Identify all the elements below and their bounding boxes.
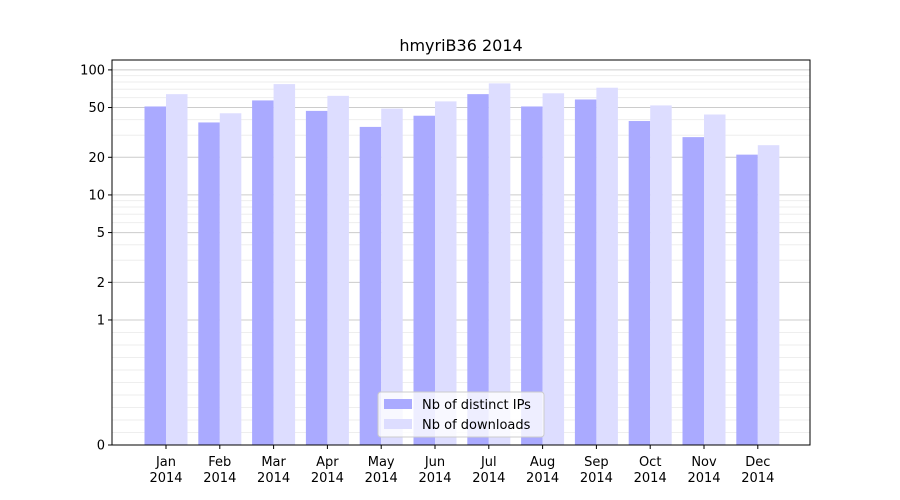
- bar-downloads: [596, 87, 618, 445]
- bar-ips: [305, 110, 328, 445]
- bar-ips: [467, 94, 489, 446]
- plot-frame: [111, 59, 811, 446]
- y-tick-label: 5: [97, 226, 105, 241]
- y-tick-label: 100: [80, 63, 105, 78]
- legend-box: [377, 391, 545, 438]
- chart-title: hmyriB36 2014: [399, 36, 522, 55]
- x-tick-label: Aug 2014: [526, 455, 559, 486]
- x-axis: Jan 2014 Feb 2014 Mar 2014 Apr 2014 May 2014 Jun 20…: [149, 445, 774, 486]
- bar-downloads: [704, 114, 726, 445]
- legend-entry: Nb of downloads: [422, 418, 531, 433]
- y-tick-label: 50: [88, 101, 105, 116]
- bar-ips: [682, 137, 704, 445]
- legend-swatch: [384, 399, 412, 409]
- y-tick-label: 10: [88, 188, 105, 203]
- x-tick-label: Nov 2014: [687, 455, 720, 486]
- x-tick-label: May 2014: [365, 455, 398, 486]
- x-tick-label: Dec 2014: [741, 455, 774, 486]
- bar-downloads: [381, 108, 403, 445]
- bar-ips: [521, 106, 543, 445]
- y-axis: 0 1 2 5 10 20 50 100: [80, 63, 112, 454]
- legend: Nb of distinct IPs Nb of downloads: [377, 391, 545, 438]
- bar-ips: [252, 100, 274, 445]
- y-tick-label: 2: [97, 276, 105, 291]
- bar-downloads: [488, 83, 511, 445]
- legend-swatch: [384, 419, 412, 429]
- bar-downloads: [435, 101, 457, 445]
- bar-ips: [574, 99, 597, 446]
- x-tick-label: Feb 2014: [203, 455, 236, 486]
- x-tick-label: Sep 2014: [580, 455, 613, 486]
- x-tick-label: Jan 2014: [149, 455, 182, 486]
- x-tick-label: Apr 2014: [311, 455, 344, 486]
- bar-ips: [144, 106, 166, 445]
- bar-ips: [359, 126, 382, 446]
- legend-entry: Nb of distinct IPs: [422, 398, 531, 413]
- x-tick-label: Jul 2014: [472, 455, 505, 486]
- y-tick-label: 20: [88, 151, 105, 166]
- y-tick-label: 0: [97, 439, 105, 454]
- x-tick-label: Mar 2014: [257, 455, 290, 486]
- x-tick-label: Jun 2014: [418, 455, 451, 486]
- bars: [144, 83, 780, 446]
- bar-ips: [736, 154, 758, 446]
- bar-ips: [198, 122, 220, 445]
- bar-downloads: [542, 93, 565, 446]
- bar-ips: [413, 115, 435, 445]
- bar-downloads: [273, 84, 296, 446]
- bar-downloads: [327, 95, 349, 446]
- x-tick-label: Oct 2014: [634, 455, 667, 486]
- bar-ips: [628, 121, 651, 446]
- y-tick-label: 1: [97, 313, 105, 328]
- bar-downloads: [757, 145, 780, 445]
- bar-downloads: [166, 94, 188, 446]
- bar-downloads: [219, 113, 242, 445]
- bar-downloads: [650, 105, 672, 446]
